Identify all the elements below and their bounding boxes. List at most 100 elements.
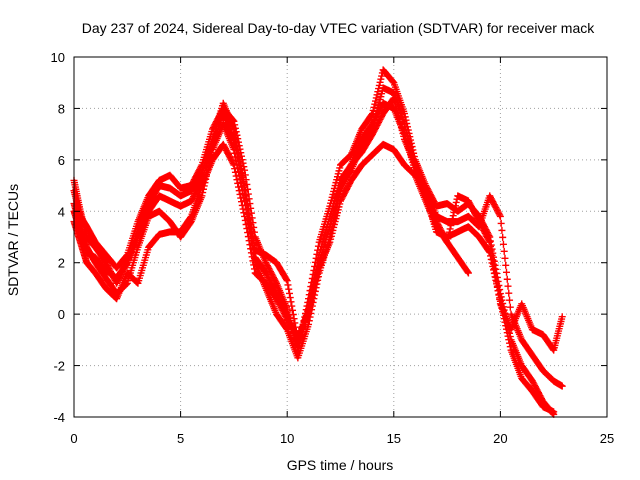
data-point — [234, 154, 242, 162]
data-point — [487, 243, 495, 251]
data-point — [491, 269, 499, 277]
data-point — [241, 191, 249, 199]
data-point — [490, 265, 498, 273]
data-point — [308, 275, 316, 283]
y-tick-label: 0 — [58, 307, 65, 322]
data-point — [450, 208, 458, 216]
data-point — [241, 216, 249, 224]
data-point — [231, 121, 239, 129]
data-point — [389, 78, 397, 86]
data-point — [443, 238, 451, 246]
data-point — [238, 172, 246, 180]
data-points — [70, 66, 566, 418]
data-point — [236, 165, 244, 173]
data-point — [451, 205, 459, 213]
data-point — [244, 229, 252, 237]
data-point — [282, 309, 290, 317]
y-tick-label: 8 — [58, 101, 65, 116]
data-point — [247, 230, 255, 238]
data-point — [496, 295, 504, 303]
data-point — [239, 179, 247, 187]
data-point — [492, 273, 500, 281]
chart-title: Day 237 of 2024, Sidereal Day-to-day VTE… — [82, 20, 595, 36]
y-tick-label: 4 — [58, 204, 65, 219]
x-tick-label: 10 — [280, 431, 294, 446]
data-point — [249, 239, 257, 247]
data-point — [313, 250, 321, 258]
data-point — [230, 117, 238, 125]
data-point — [378, 72, 386, 80]
data-point — [236, 145, 244, 153]
data-point — [487, 247, 495, 255]
data-point — [234, 157, 242, 165]
data-point — [244, 206, 252, 214]
data-point — [488, 251, 496, 259]
data-point — [289, 306, 297, 314]
data-point — [248, 253, 256, 261]
data-point — [445, 232, 453, 240]
data-point — [239, 159, 247, 167]
data-point — [244, 185, 252, 193]
data-point — [282, 275, 290, 283]
data-point — [286, 294, 294, 302]
data-point — [248, 214, 256, 222]
data-point — [496, 212, 504, 220]
data-point — [500, 247, 508, 255]
data-point — [503, 329, 511, 337]
y-tick-label: 2 — [58, 256, 65, 271]
data-point — [197, 162, 205, 170]
data-point — [240, 183, 248, 191]
data-point — [246, 200, 254, 208]
y-axis-label: SDTVAR / TECUs — [5, 184, 21, 296]
data-point — [285, 285, 293, 293]
data-point — [242, 196, 250, 204]
data-point — [400, 110, 408, 118]
data-point — [502, 261, 510, 269]
x-tick-label: 15 — [387, 431, 401, 446]
data-point — [247, 225, 255, 233]
data-point — [505, 336, 513, 344]
data-point — [250, 261, 258, 269]
data-point — [287, 298, 295, 306]
data-point — [235, 142, 243, 150]
data-point — [374, 88, 382, 96]
data-point — [235, 161, 243, 169]
series-track-1 — [70, 94, 472, 344]
data-point — [376, 78, 384, 86]
data-point — [464, 269, 472, 277]
data-point — [248, 234, 256, 242]
data-point — [250, 265, 258, 273]
data-point — [449, 212, 457, 220]
data-point — [493, 278, 501, 286]
data-point — [314, 242, 322, 250]
data-point — [243, 201, 251, 209]
data-point — [231, 139, 239, 147]
series-track-2 — [70, 66, 558, 418]
data-point — [502, 268, 510, 276]
data-point — [198, 192, 206, 200]
data-point — [305, 305, 313, 313]
data-point — [231, 143, 239, 151]
data-point — [282, 324, 290, 332]
data-point — [498, 226, 506, 234]
data-point — [311, 275, 319, 283]
data-point — [238, 198, 246, 206]
data-point — [375, 81, 383, 89]
data-point — [368, 126, 376, 134]
data-point — [306, 298, 314, 306]
data-point — [238, 152, 246, 160]
data-point — [488, 259, 496, 267]
y-tick-labels: -4 -2 0 2 4 6 8 10 — [51, 50, 65, 425]
data-point — [505, 289, 513, 297]
data-point — [186, 214, 194, 222]
data-point — [314, 262, 322, 270]
x-tick-label: 0 — [70, 431, 77, 446]
data-point — [229, 116, 237, 124]
data-point — [506, 339, 514, 347]
data-point — [250, 249, 258, 257]
data-point — [372, 94, 380, 102]
x-tick-label: 5 — [177, 431, 184, 446]
data-point — [506, 343, 514, 351]
data-point — [504, 332, 512, 340]
